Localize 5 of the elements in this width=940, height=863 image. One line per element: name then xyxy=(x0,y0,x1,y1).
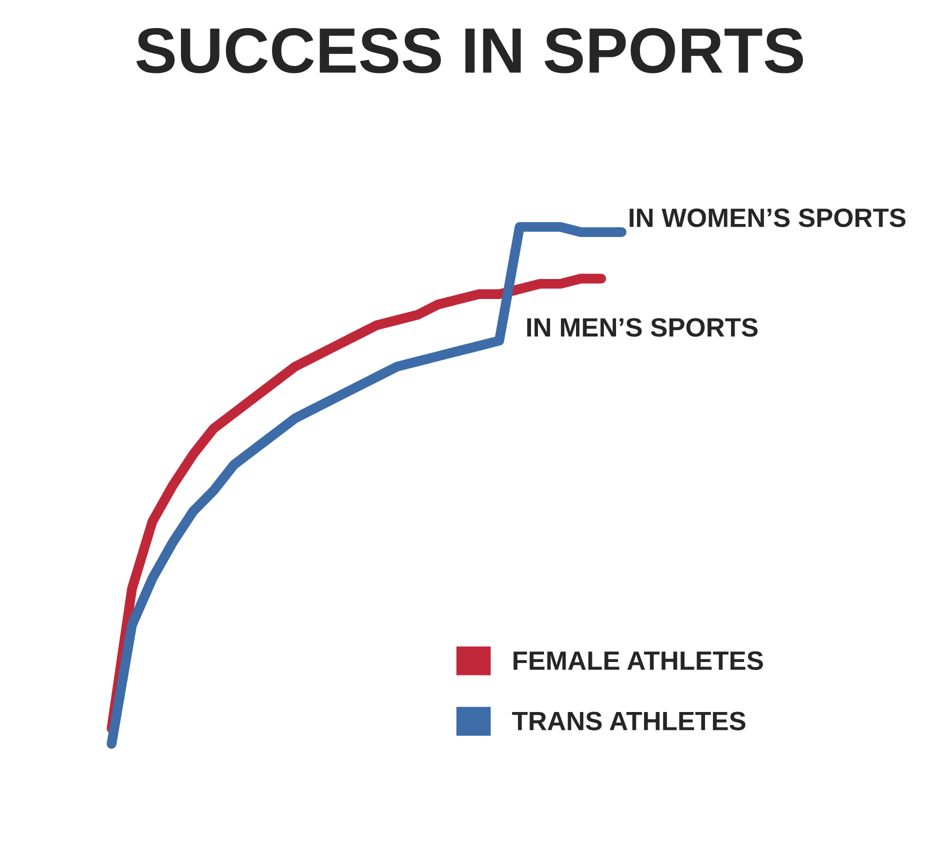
annotation: IN WOMEN’S SPORTS xyxy=(630,208,906,228)
legend-label: FEMALE ATHLETES xyxy=(514,651,763,670)
legend-label: TRANS ATHLETES xyxy=(512,712,746,730)
annotation: IN MEN’S SPORTS xyxy=(527,318,758,337)
chart-title: SUCCESS IN SPORTS xyxy=(136,28,803,74)
